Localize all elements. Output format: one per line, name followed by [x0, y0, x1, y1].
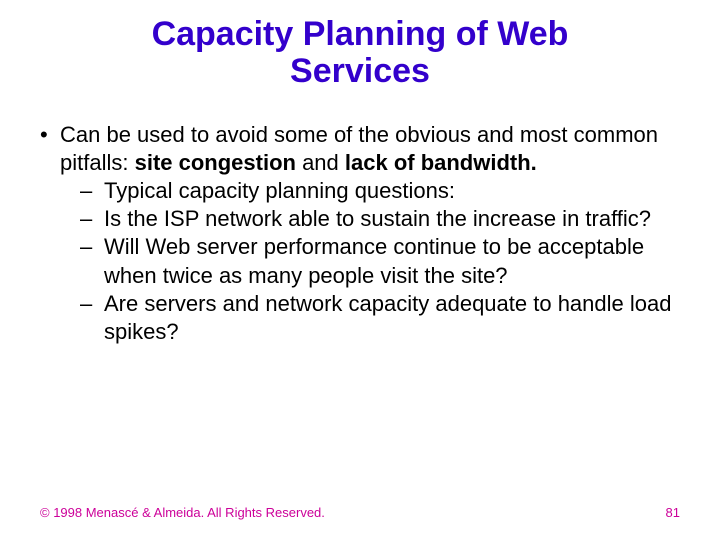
bullet-level-2: – Is the ISP network able to sustain the…: [80, 205, 680, 233]
lead-bold-1: site congestion: [135, 150, 296, 175]
sub-bullet-4: Are servers and network capacity adequat…: [104, 290, 680, 346]
dash-marker: –: [80, 233, 104, 261]
sub-bullet-3: Will Web server performance continue to …: [104, 233, 680, 289]
sub-bullet-1: Typical capacity planning questions:: [104, 177, 680, 205]
bullet-level-2: – Are servers and network capacity adequ…: [80, 290, 680, 346]
bullet-level-1: • Can be used to avoid some of the obvio…: [40, 121, 680, 177]
bullet-level-2: – Will Web server performance continue t…: [80, 233, 680, 289]
slide: Capacity Planning of Web Services • Can …: [0, 0, 720, 540]
title-line-2: Services: [290, 52, 430, 90]
dash-marker: –: [80, 290, 104, 318]
bullet-text: Can be used to avoid some of the obvious…: [60, 121, 680, 177]
bullet-marker: •: [40, 121, 60, 149]
bullet-level-2: – Typical capacity planning questions:: [80, 177, 680, 205]
slide-body: • Can be used to avoid some of the obvio…: [40, 121, 680, 346]
title-line-1: Capacity Planning of Web: [152, 15, 569, 53]
sub-bullet-2: Is the ISP network able to sustain the i…: [104, 205, 680, 233]
slide-footer: © 1998 Menascé & Almeida. All Rights Res…: [40, 505, 680, 520]
lead-bold-2: lack of bandwidth.: [345, 150, 537, 175]
page-number: 81: [666, 505, 680, 520]
dash-marker: –: [80, 205, 104, 233]
dash-marker: –: [80, 177, 104, 205]
slide-title: Capacity Planning of Web Services: [40, 16, 680, 91]
copyright-text: © 1998 Menascé & Almeida. All Rights Res…: [40, 505, 325, 520]
lead-mid: and: [296, 150, 345, 175]
